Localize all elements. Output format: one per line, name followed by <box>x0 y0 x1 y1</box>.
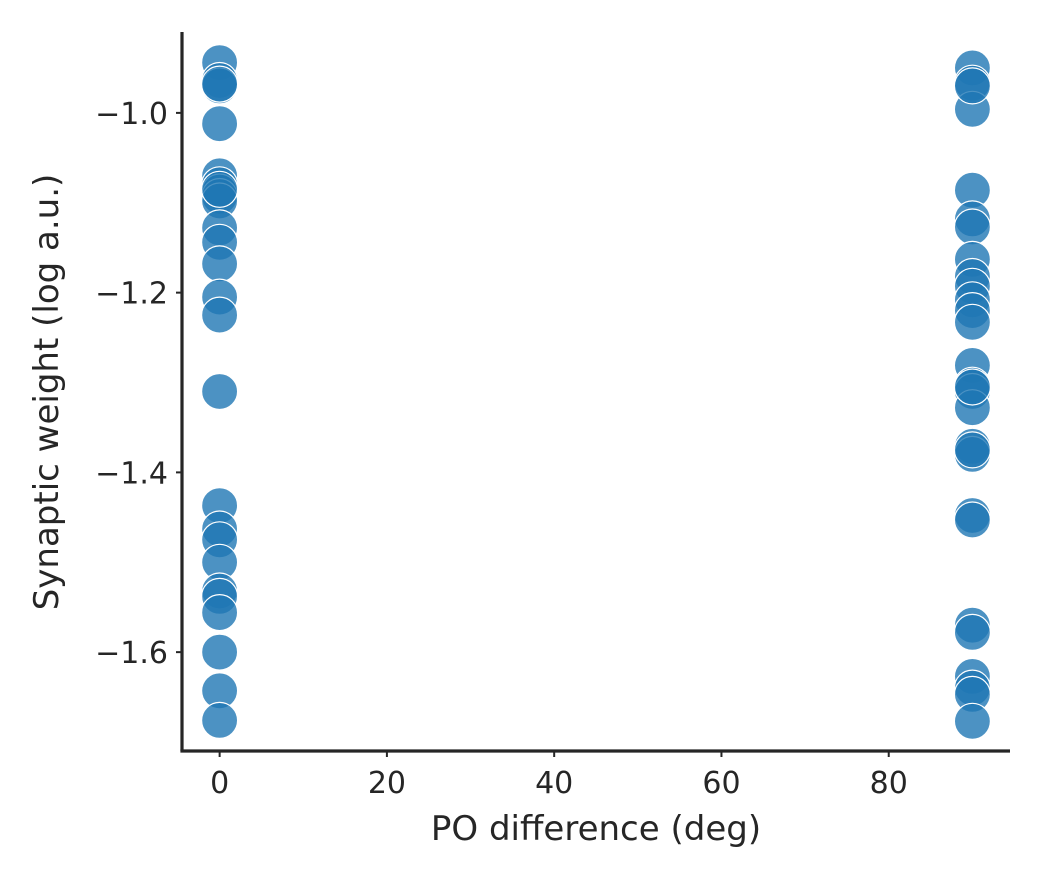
scatter-point <box>953 208 992 246</box>
scatter-point <box>953 501 992 539</box>
scatter-point <box>201 701 239 740</box>
x-tick-label: 20 <box>368 766 406 801</box>
y-tick-label: −1.4 <box>95 456 168 491</box>
scatter-point <box>201 633 239 671</box>
y-tick-label: −1.6 <box>95 636 168 671</box>
x-tick-label: 0 <box>210 766 229 801</box>
x-tick-label: 80 <box>870 766 908 801</box>
scatter-point <box>201 372 239 411</box>
scatter-point <box>953 67 992 105</box>
scatter-point <box>953 613 992 652</box>
y-axis-label: Synaptic weight (log a.u.) <box>27 174 67 611</box>
y-tick-label: −1.2 <box>95 277 168 312</box>
x-tick-label: 40 <box>535 766 573 801</box>
scatter-point <box>201 170 239 208</box>
scatter-point <box>201 65 239 103</box>
data-points <box>201 43 992 740</box>
scatter-point <box>953 431 992 469</box>
scatter-point <box>953 702 992 740</box>
y-tick-label: −1.0 <box>95 97 168 132</box>
scatter-point <box>201 105 239 143</box>
y-axis-ticks: −1.0 −1.2 −1.4 −1.6 <box>95 97 182 671</box>
x-axis-ticks: 0 20 40 60 80 <box>210 751 908 801</box>
scatter-point <box>953 303 992 341</box>
scatter-point <box>201 593 239 632</box>
x-tick-label: 60 <box>702 766 740 801</box>
scatter-point <box>201 245 239 283</box>
x-axis-label: PO difference (deg) <box>431 809 761 849</box>
scatter-point <box>201 296 239 334</box>
scatter-point <box>953 368 992 406</box>
